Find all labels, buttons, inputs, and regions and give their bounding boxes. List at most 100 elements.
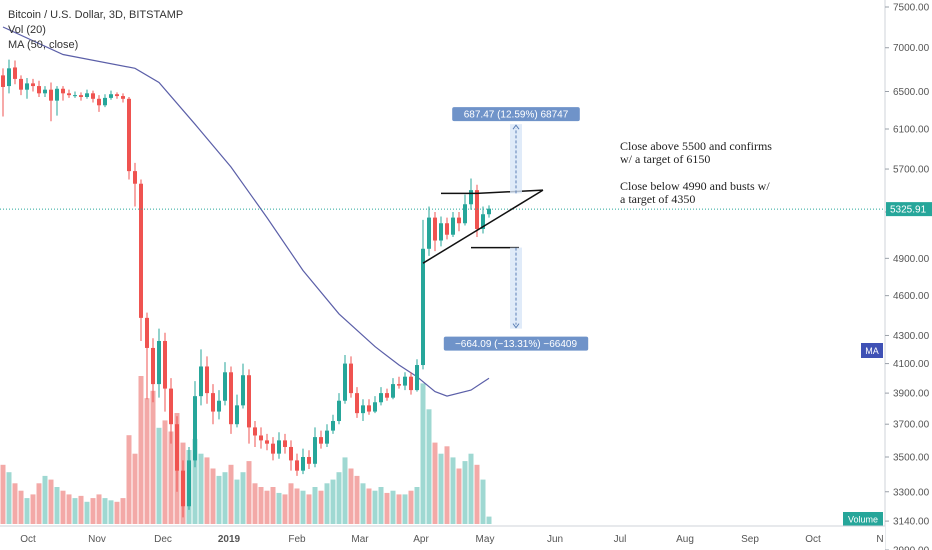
time-label: Oct [805, 534, 821, 545]
volume-indicator-label[interactable]: Vol (20) [8, 24, 46, 36]
annotation-above-line1: Close above 5500 and confirms [620, 139, 772, 153]
volume-bar [6, 472, 12, 524]
candle-body [241, 375, 245, 406]
candle-body [1, 75, 5, 87]
candle-body [367, 405, 371, 412]
volume-bar [222, 472, 228, 524]
candle-body [91, 93, 95, 99]
volume-bar [390, 490, 396, 524]
candle-body [349, 363, 353, 394]
volume-bar [324, 483, 330, 524]
up-arrow-head [512, 124, 520, 130]
candle-body [445, 223, 449, 235]
volume-bar [162, 420, 168, 524]
volume-bar [396, 494, 402, 524]
drawings: 687.47 (12.59%) 68747 −664.09 (−13.31%) −… [0, 107, 885, 351]
up-measure-label-bg [452, 107, 580, 122]
volume-bar [462, 461, 468, 524]
candle-body [61, 88, 65, 94]
candle-body [229, 372, 233, 425]
volume-bar [366, 488, 372, 524]
time-label: Aug [676, 534, 694, 545]
volume-bar [474, 464, 480, 524]
volume-bar [48, 479, 54, 524]
time-label: Sep [741, 534, 759, 545]
volume-bar [204, 457, 210, 524]
volume-bar [192, 438, 198, 524]
candle-body [331, 421, 335, 431]
price-tick-label: 6100.00 [893, 124, 930, 135]
volume-bar [12, 483, 18, 524]
candle-body [247, 375, 251, 428]
candle-body [7, 68, 11, 87]
volume-bar [108, 500, 114, 524]
annotation-above-line2: w/ a target of 6150 [620, 152, 711, 166]
volume-bar [420, 383, 426, 524]
down-measure-label: −664.09 (−13.31%) −66409 [455, 339, 577, 350]
candle-body [427, 217, 431, 249]
volume-bar [54, 487, 60, 524]
candle-body [271, 443, 275, 454]
candle-body [205, 366, 209, 394]
candle-body [403, 376, 407, 386]
time-label: N [876, 534, 883, 545]
candle-body [391, 384, 395, 398]
price-tick-label: 4100.00 [893, 359, 930, 370]
volume-bar [282, 494, 288, 524]
volume-bar [468, 453, 474, 524]
last-price-badge-bg [886, 202, 932, 217]
time-label: May [476, 534, 495, 545]
volume-bar [228, 464, 234, 524]
price-tick-label: 7000.00 [893, 43, 930, 54]
volume-bar [120, 498, 126, 524]
price-tick-label: 7500.00 [893, 3, 930, 14]
candle-body [481, 214, 485, 229]
candle-body [223, 372, 227, 401]
volume-bar [24, 498, 30, 524]
candle-body [307, 457, 311, 464]
volume-bar [456, 468, 462, 524]
volume-bar [438, 453, 444, 524]
price-tick-label: 3500.00 [893, 453, 930, 464]
candle-body [121, 96, 125, 99]
annotation-below: Close below 4990 and busts w/ a target o… [620, 180, 770, 206]
ma-indicator-label[interactable]: MA (50, close) [8, 39, 79, 51]
candle-body [43, 89, 47, 94]
candle-body [463, 204, 467, 224]
volume-bar [66, 494, 72, 524]
volume-bar [102, 498, 108, 524]
price-tick-label: 6500.00 [893, 87, 930, 98]
volume-bar [210, 468, 216, 524]
candle-body [151, 347, 155, 385]
time-label: Oct [20, 534, 36, 545]
candle-body [301, 457, 305, 471]
volume-bar [486, 516, 492, 524]
candle-body [199, 366, 203, 397]
candle-body [109, 94, 113, 98]
candle-body [235, 405, 239, 425]
annotation-below-line2: a target of 4350 [620, 192, 696, 206]
candle-body [103, 97, 107, 106]
candle-body [217, 400, 221, 412]
candle-body [487, 208, 491, 215]
price-axis: 7500.007000.006500.006100.005700.005300.… [843, 0, 932, 550]
volume-bar [78, 495, 84, 524]
volume-bar [384, 492, 390, 524]
candle-body [79, 95, 83, 97]
time-label: Nov [88, 534, 106, 545]
candle-body [85, 93, 89, 97]
volume-bar [336, 472, 342, 524]
candle-body [283, 440, 287, 447]
time-label: Mar [351, 534, 369, 545]
candle-body [169, 388, 173, 425]
chart-legend: Bitcoin / U.S. Dollar, 3D, BITSTAMP Vol … [8, 8, 183, 53]
volume-bar [252, 483, 258, 524]
candle-body [73, 95, 77, 97]
price-tick-label: 4900.00 [893, 254, 930, 265]
price-tick-label: 3900.00 [893, 389, 930, 400]
symbol-title[interactable]: Bitcoin / U.S. Dollar, 3D, BITSTAMP [8, 9, 184, 21]
volume-bar [348, 468, 354, 524]
ascending-support-line [422, 189, 544, 264]
volume-bar [288, 483, 294, 524]
